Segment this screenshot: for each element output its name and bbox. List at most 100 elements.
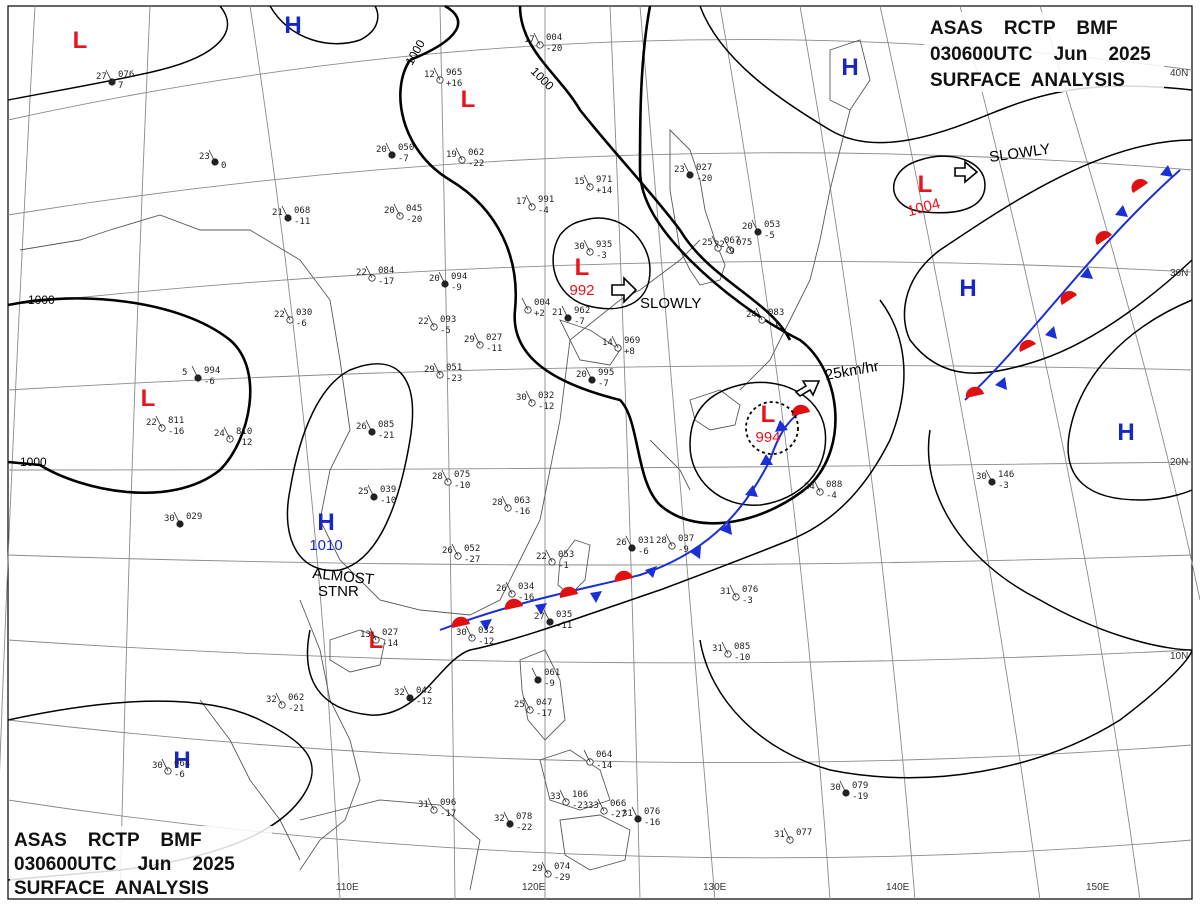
wind-barb	[813, 479, 821, 493]
station-pressure: 027	[486, 333, 502, 343]
taiwan-island	[557, 539, 591, 596]
station-tendency: -9	[678, 545, 689, 555]
station-tendency: -16	[644, 818, 660, 828]
lon-label: 130E	[703, 882, 727, 893]
station-pressure: 053	[764, 220, 780, 230]
station-pressure: 064	[174, 759, 190, 769]
wind-barb	[223, 426, 231, 440]
station-tendency: -12	[538, 402, 554, 412]
wind-barb	[561, 305, 569, 319]
station-tendency: 7	[118, 81, 123, 91]
station-plot: 15 971+14	[574, 174, 612, 196]
wind-barb	[541, 861, 549, 875]
station-tendency: -27	[610, 810, 626, 820]
station-tendency: -20	[546, 44, 562, 54]
station-plot: 31 096-17	[418, 797, 456, 819]
wind-barb	[367, 484, 375, 498]
station-tendency: -16	[518, 593, 534, 603]
isobar-ring-1010	[286, 363, 414, 572]
station-pressure: 146	[998, 470, 1014, 480]
arrow-right	[954, 160, 979, 184]
station-temperature: 29	[424, 365, 435, 375]
wind-barb	[155, 415, 163, 429]
wind-barb	[191, 365, 199, 379]
parallel-5n	[7, 719, 1193, 764]
isobar-pacific-2	[927, 429, 1193, 651]
center-letter: H	[841, 54, 858, 81]
station-tendency: -1	[558, 561, 569, 571]
station-temperature: 17	[524, 35, 535, 45]
wind-barb	[403, 685, 411, 699]
station-pressure: 051	[446, 363, 462, 373]
station-temperature: 20	[576, 370, 587, 380]
station-temperature: 30	[574, 242, 585, 252]
isobar-label: 1000	[28, 293, 55, 307]
wind-barb	[503, 811, 511, 825]
station-tendency: -21	[378, 431, 394, 441]
station-temperature: 22	[356, 268, 367, 278]
station-tendency: -21	[288, 704, 304, 714]
station-tendency: -7	[574, 317, 585, 327]
center-pressure: 994	[755, 429, 780, 446]
wind-barb	[729, 584, 737, 598]
station-plot: 22 811-16	[146, 415, 184, 437]
station-tendency: -19	[852, 792, 868, 802]
center-letter: L	[141, 385, 156, 412]
station-pressure: 971	[596, 175, 612, 185]
station-pressure: 066	[610, 799, 626, 809]
station-tendency: -4	[538, 206, 549, 216]
station-temperature: 31	[418, 800, 429, 810]
station-pressure: 063	[514, 496, 530, 506]
station-tendency: -29	[554, 873, 570, 883]
center-letter: L	[73, 27, 88, 54]
high-pressure-center: H	[173, 747, 190, 774]
axis-labels: 40N 30N 20N 10N 110E 120E 130E 140E 150E	[336, 68, 1188, 893]
isobar-east-h2	[1067, 299, 1193, 501]
wind-barb	[433, 362, 441, 376]
station-temperature: 21	[272, 208, 283, 218]
station-pressure: 032	[478, 626, 494, 636]
lat-label: 20N	[1170, 457, 1188, 468]
station-plot: 17 991-4	[516, 194, 554, 216]
china-coast	[19, 214, 701, 616]
station-temperature: 30	[976, 472, 987, 482]
station-temperature: 20	[742, 222, 753, 232]
station-pressure: 050	[398, 143, 414, 153]
station-temperature: 26	[442, 546, 453, 556]
station-tendency: -16	[168, 427, 184, 437]
wind-barb	[985, 469, 993, 483]
wind-barb	[501, 495, 509, 509]
high-pressure-center: H	[841, 54, 858, 81]
parallel-15n	[7, 554, 1193, 566]
wind-barb	[208, 149, 216, 163]
station-temperature: 23	[199, 152, 210, 162]
lat-label: 10N	[1170, 651, 1188, 662]
korea-peninsula	[669, 128, 726, 286]
malay-peninsula	[199, 699, 301, 861]
station-plot: 20 050-7	[376, 142, 414, 164]
station-plot: 24 810-12	[214, 426, 252, 448]
station-plot: 061-9	[531, 667, 560, 689]
wind-barb	[365, 419, 373, 433]
lat-label: 30N	[1170, 268, 1188, 279]
station-plot: 31 077	[774, 827, 812, 844]
meridian-135e	[719, 5, 831, 901]
lat-lon-grid	[0, 5, 1200, 901]
station-plot: 22 030-6	[274, 307, 312, 329]
station-temperature: 20	[376, 145, 387, 155]
station-tendency: -5	[764, 231, 775, 241]
station-tendency: -9	[451, 283, 462, 293]
station-tendency: +16	[446, 79, 462, 89]
station-plot: 29 051-23	[424, 362, 462, 384]
station-temperature: 32	[394, 688, 405, 698]
isobar-1000-north	[399, 4, 837, 525]
station-plot: 28 063-16	[492, 495, 530, 517]
wind-barb	[393, 203, 401, 217]
wind-barb	[711, 235, 719, 249]
station-tendency: -17	[440, 809, 456, 819]
wind-barb	[721, 641, 729, 655]
station-tendency: +8	[624, 347, 635, 357]
station-plot: 20 053-5	[742, 219, 780, 241]
